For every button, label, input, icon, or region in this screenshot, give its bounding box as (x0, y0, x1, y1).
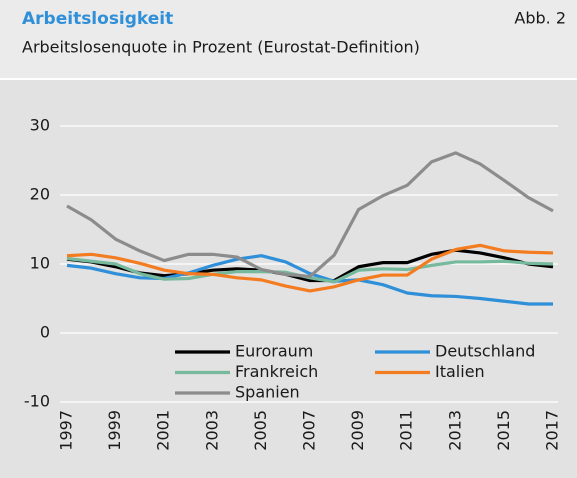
y-tick-label: 10 (30, 254, 50, 273)
header-background (0, 0, 577, 78)
x-tick-label: 2007 (300, 410, 319, 451)
x-tick-label: 2013 (445, 410, 464, 451)
y-tick-label: -10 (24, 392, 50, 411)
series-line (66, 254, 553, 306)
series-line (66, 151, 554, 279)
y-tick-label: 20 (30, 185, 50, 204)
x-tick-label: 2011 (397, 410, 416, 451)
x-tick-label: 2015 (494, 410, 513, 451)
x-tick-label: 1997 (57, 410, 76, 451)
legend-label: Deutschland (435, 342, 535, 361)
plot-background (0, 80, 577, 478)
x-tick-label: 2005 (251, 410, 270, 451)
y-tick-label: 0 (40, 323, 50, 342)
y-tick-label: 30 (30, 116, 50, 135)
x-tick-label: 1999 (105, 410, 124, 451)
x-tick-label: 2003 (202, 410, 221, 451)
chart-title: Arbeitslosigkeit (22, 9, 173, 29)
x-tick-label: 2001 (154, 410, 173, 451)
x-tick-label: 2009 (348, 410, 367, 451)
figure-label: Abb. 2 (514, 9, 566, 28)
chart-subtitle: Arbeitslosenquote in Prozent (Eurostat-D… (22, 38, 420, 57)
x-tick-label: 2017 (543, 410, 562, 451)
legend-label: Spanien (235, 383, 300, 402)
series-line (66, 243, 554, 293)
legend-label: Frankreich (235, 362, 318, 381)
legend-label: Italien (435, 362, 485, 381)
legend-label: Euroraum (235, 342, 313, 361)
